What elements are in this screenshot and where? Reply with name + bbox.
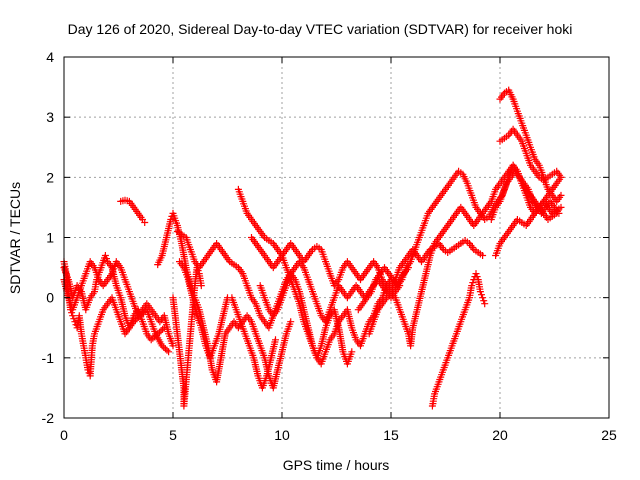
data-point: [157, 327, 165, 335]
series-track-15: [428, 270, 489, 410]
data-point: [480, 297, 488, 305]
data-point: [479, 252, 487, 259]
data-point: [197, 282, 205, 290]
y-tick-label: 4: [46, 49, 54, 65]
x-tick-label: 0: [60, 427, 68, 443]
data-point: [101, 252, 109, 259]
data-point: [473, 273, 481, 281]
data-point: [472, 270, 480, 278]
series-track-8: [176, 258, 279, 392]
data-point: [557, 173, 565, 181]
y-tick-label: 2: [46, 169, 54, 185]
data-point: [71, 318, 79, 326]
y-tick-label: -1: [42, 350, 55, 366]
data-point: [151, 333, 158, 341]
x-tick-label: 15: [383, 427, 399, 443]
axis-ticks: 0 5 10 15 20 25 -2 -1 0 1 2 3 4: [42, 49, 617, 443]
x-axis-label: GPS time / hours: [283, 457, 390, 473]
data-point: [147, 336, 155, 344]
data-point: [158, 342, 166, 350]
data-point: [103, 255, 110, 263]
series-track-3: [60, 258, 177, 350]
y-tick-label: 3: [46, 109, 54, 125]
data-point: [481, 300, 489, 308]
series-track-13: [365, 161, 565, 350]
x-tick-label: 25: [601, 427, 617, 443]
series-track-18: [496, 125, 565, 184]
data-point: [155, 328, 163, 336]
series-track-16: [492, 197, 565, 259]
data-point: [479, 294, 487, 302]
data-markers: [60, 86, 565, 410]
data-point: [557, 191, 565, 199]
x-tick-label: 5: [169, 427, 177, 443]
data-point: [149, 334, 157, 342]
data-point: [160, 343, 168, 351]
y-tick-label: 1: [46, 230, 54, 246]
series-track-4: [117, 196, 149, 226]
data-point: [476, 288, 484, 296]
series-track-19: [487, 161, 561, 223]
data-point: [468, 282, 476, 290]
data-point: [141, 219, 149, 226]
data-point: [287, 318, 295, 326]
x-tick-label: 10: [274, 427, 290, 443]
data-point: [557, 203, 565, 211]
data-point: [154, 330, 162, 338]
data-point: [69, 312, 77, 320]
y-axis-label: SDTVAR / TECUs: [7, 182, 23, 294]
y-tick-label: 0: [46, 290, 54, 306]
data-point: [163, 346, 171, 354]
data-point: [85, 369, 93, 377]
data-point: [167, 216, 175, 223]
data-point: [169, 342, 177, 350]
grid: [64, 57, 609, 418]
data-point: [478, 291, 485, 299]
series-track-1: [60, 252, 173, 356]
series-track-14: [387, 237, 487, 290]
x-tick-label: 20: [492, 427, 508, 443]
data-point: [272, 336, 279, 344]
data-point: [348, 348, 356, 356]
y-tick-label: -2: [42, 410, 55, 426]
data-point: [165, 348, 173, 356]
data-point: [553, 209, 561, 217]
data-point: [152, 331, 160, 339]
series-track-9: [234, 185, 395, 368]
data-point: [161, 345, 169, 353]
chart-title: Day 126 of 2020, Sidereal Day-to-day VTE…: [68, 21, 573, 37]
